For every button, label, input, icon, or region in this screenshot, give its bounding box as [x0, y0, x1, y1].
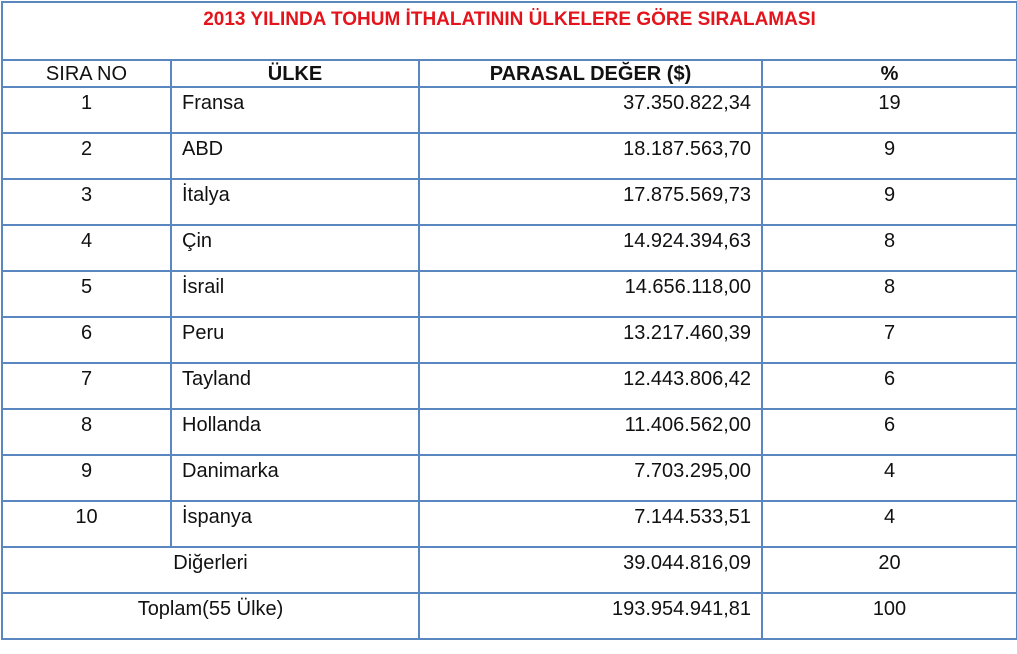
- percent-cell: 4: [761, 500, 1017, 548]
- value-cell: 14.656.118,00: [418, 270, 763, 318]
- total-percent: 100: [761, 592, 1017, 640]
- country-cell: ABD: [170, 132, 420, 180]
- country-cell: Danimarka: [170, 454, 420, 502]
- rank-cell: 3: [1, 178, 172, 226]
- others-value: 39.044.816,09: [418, 546, 763, 594]
- table-row: 1 Fransa 37.350.822,34 19: [1, 86, 1017, 134]
- country-cell: Peru: [170, 316, 420, 364]
- table-row: 2 ABD 18.187.563,70 9: [1, 132, 1017, 180]
- country-cell: Fransa: [170, 86, 420, 134]
- table-row: 7 Tayland 12.443.806,42 6: [1, 362, 1017, 410]
- country-cell: İspanya: [170, 500, 420, 548]
- country-cell: İtalya: [170, 178, 420, 226]
- rank-cell: 8: [1, 408, 172, 456]
- header-country: ÜLKE: [170, 59, 420, 88]
- country-cell: Çin: [170, 224, 420, 272]
- percent-cell: 19: [761, 86, 1017, 134]
- table-row: 8 Hollanda 11.406.562,00 6: [1, 408, 1017, 456]
- header-row: SIRA NO ÜLKE PARASAL DEĞER ($) %: [1, 59, 1017, 88]
- percent-cell: 8: [761, 224, 1017, 272]
- table-row: 10 İspanya 7.144.533,51 4: [1, 500, 1017, 548]
- percent-cell: 6: [761, 408, 1017, 456]
- value-cell: 7.703.295,00: [418, 454, 763, 502]
- rank-cell: 6: [1, 316, 172, 364]
- rank-cell: 2: [1, 132, 172, 180]
- header-value: PARASAL DEĞER ($): [418, 59, 763, 88]
- title-row: 2013 YILINDA TOHUM İTHALATININ ÜLKELERE …: [1, 1, 1017, 61]
- value-cell: 11.406.562,00: [418, 408, 763, 456]
- table-row: 5 İsrail 14.656.118,00 8: [1, 270, 1017, 318]
- value-cell: 12.443.806,42: [418, 362, 763, 410]
- percent-cell: 8: [761, 270, 1017, 318]
- rank-cell: 4: [1, 224, 172, 272]
- others-percent: 20: [761, 546, 1017, 594]
- value-cell: 17.875.569,73: [418, 178, 763, 226]
- value-cell: 7.144.533,51: [418, 500, 763, 548]
- country-cell: İsrail: [170, 270, 420, 318]
- total-value: 193.954.941,81: [418, 592, 763, 640]
- header-rank: SIRA NO: [1, 59, 172, 88]
- rank-cell: 5: [1, 270, 172, 318]
- total-label: Toplam(55 Ülke): [1, 592, 420, 640]
- others-row: Diğerleri 39.044.816,09 20: [1, 546, 1017, 594]
- rank-cell: 9: [1, 454, 172, 502]
- value-cell: 18.187.563,70: [418, 132, 763, 180]
- table-row: 9 Danimarka 7.703.295,00 4: [1, 454, 1017, 502]
- percent-cell: 9: [761, 132, 1017, 180]
- table-row: 6 Peru 13.217.460,39 7: [1, 316, 1017, 364]
- country-cell: Tayland: [170, 362, 420, 410]
- seed-import-table: 2013 YILINDA TOHUM İTHALATININ ÜLKELERE …: [1, 1, 1017, 640]
- value-cell: 14.924.394,63: [418, 224, 763, 272]
- percent-cell: 6: [761, 362, 1017, 410]
- table-row: 3 İtalya 17.875.569,73 9: [1, 178, 1017, 226]
- rank-cell: 10: [1, 500, 172, 548]
- others-label: Diğerleri: [1, 546, 420, 594]
- value-cell: 13.217.460,39: [418, 316, 763, 364]
- percent-cell: 7: [761, 316, 1017, 364]
- value-cell: 37.350.822,34: [418, 86, 763, 134]
- rank-cell: 7: [1, 362, 172, 410]
- percent-cell: 9: [761, 178, 1017, 226]
- table-row: 4 Çin 14.924.394,63 8: [1, 224, 1017, 272]
- percent-cell: 4: [761, 454, 1017, 502]
- rank-cell: 1: [1, 86, 172, 134]
- table-title: 2013 YILINDA TOHUM İTHALATININ ÜLKELERE …: [1, 1, 1017, 61]
- header-percent: %: [761, 59, 1017, 88]
- total-row: Toplam(55 Ülke) 193.954.941,81 100: [1, 592, 1017, 640]
- country-cell: Hollanda: [170, 408, 420, 456]
